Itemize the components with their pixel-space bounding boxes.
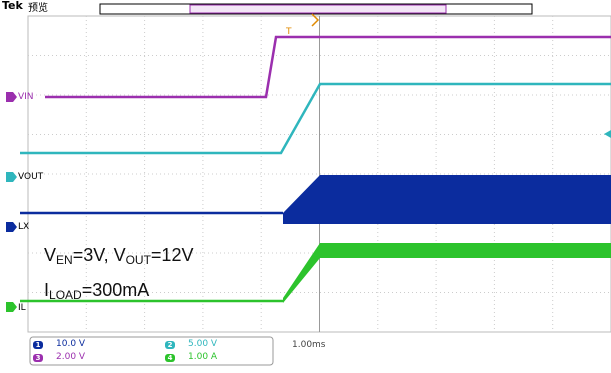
vout-ground-marker (6, 172, 17, 182)
test-conditions: VEN=3V, VOUT=12V ILOAD=300mA (44, 240, 193, 310)
ch1-scale: 10.0 V (56, 339, 86, 349)
conditions-line-1: VEN=3V, VOUT=12V (44, 245, 194, 267)
il-waveform-ripple (283, 243, 611, 303)
scale-readout-box (29, 336, 274, 366)
trigger-position-icon (311, 13, 320, 27)
lx-ground-marker (6, 222, 17, 232)
ch4-badge: 4 (165, 354, 175, 362)
ch4-scale: 1.00 A (188, 352, 218, 362)
record-window (189, 4, 447, 14)
ch1-badge: 1 (33, 341, 43, 349)
channel-label-vin: VIN (18, 92, 34, 102)
conditions-line-2: ILOAD=300mA (44, 280, 150, 302)
channel-label-il: IL (18, 303, 26, 313)
vin-ground-marker (6, 92, 17, 102)
vin-waveform (45, 35, 611, 99)
timebase-readout: 1.00ms (292, 340, 326, 350)
channel-label-vout: VOUT (18, 172, 44, 182)
vout-waveform (20, 82, 611, 155)
lx-waveform-switching (283, 175, 611, 224)
ch2-scale: 5.00 V (188, 339, 218, 349)
ch2-badge: 2 (165, 341, 175, 349)
mode-label: 预览 (28, 3, 48, 14)
trigger-marker: T (285, 27, 292, 37)
offscreen-arrow-icon (604, 130, 611, 138)
ch3-badge: 3 (33, 354, 43, 362)
brand-label: Tek (2, 0, 23, 12)
ch3-scale: 2.00 V (56, 352, 86, 362)
channel-label-lx: LX (18, 222, 30, 232)
il-ground-marker (6, 302, 17, 312)
